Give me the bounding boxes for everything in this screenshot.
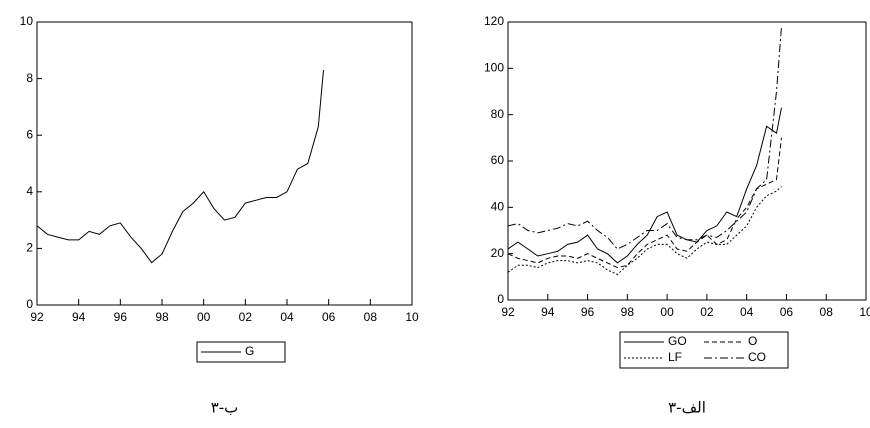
x-tick-label: 94 bbox=[72, 310, 86, 324]
legend-label: LF bbox=[668, 350, 682, 364]
x-tick-label: 92 bbox=[501, 305, 515, 319]
y-tick-label: 4 bbox=[26, 184, 33, 198]
caption: ۳-ب bbox=[211, 399, 239, 417]
plot-frame bbox=[36, 21, 413, 306]
y-tick-label: 80 bbox=[491, 107, 505, 121]
x-tick-label: 94 bbox=[541, 305, 555, 319]
x-tick-label: 08 bbox=[364, 310, 378, 324]
x-tick-label: 04 bbox=[280, 310, 294, 324]
x-tick-label: 08 bbox=[820, 305, 834, 319]
series-line bbox=[507, 26, 782, 250]
y-tick-label: 10 bbox=[20, 14, 34, 28]
y-tick-label: 2 bbox=[26, 241, 33, 255]
x-tick-label: 10 bbox=[405, 310, 419, 324]
legend-label: G bbox=[245, 344, 254, 358]
x-tick-label: 02 bbox=[700, 305, 714, 319]
x-tick-label: 96 bbox=[581, 305, 595, 319]
x-tick-label: 06 bbox=[780, 305, 794, 319]
series-line bbox=[507, 137, 782, 269]
y-tick-label: 120 bbox=[484, 14, 504, 28]
y-tick-label: 20 bbox=[491, 246, 505, 260]
legend-box bbox=[619, 331, 789, 369]
x-tick-label: 02 bbox=[239, 310, 253, 324]
y-tick-label: 60 bbox=[491, 153, 505, 167]
y-tick-label: 40 bbox=[491, 200, 505, 214]
legend-label: O bbox=[748, 334, 757, 348]
x-tick-label: 04 bbox=[740, 305, 754, 319]
y-tick-label: 0 bbox=[26, 297, 33, 311]
caption: ۳-الف bbox=[668, 399, 706, 417]
x-tick-label: 00 bbox=[197, 310, 211, 324]
y-tick-label: 8 bbox=[26, 71, 33, 85]
y-tick-label: 100 bbox=[484, 61, 504, 75]
x-tick-label: 96 bbox=[114, 310, 128, 324]
y-tick-label: 0 bbox=[497, 292, 504, 306]
x-tick-label: 92 bbox=[30, 310, 44, 324]
legend-label: GO bbox=[668, 334, 687, 348]
legend-label: CO bbox=[748, 350, 766, 364]
series-line bbox=[507, 107, 782, 264]
series-line bbox=[507, 186, 782, 276]
x-tick-label: 98 bbox=[155, 310, 169, 324]
y-tick-label: 6 bbox=[26, 127, 33, 141]
series-line bbox=[36, 70, 324, 264]
x-tick-label: 10 bbox=[859, 305, 870, 319]
x-tick-label: 06 bbox=[322, 310, 336, 324]
x-tick-label: 00 bbox=[660, 305, 674, 319]
x-tick-label: 98 bbox=[621, 305, 635, 319]
